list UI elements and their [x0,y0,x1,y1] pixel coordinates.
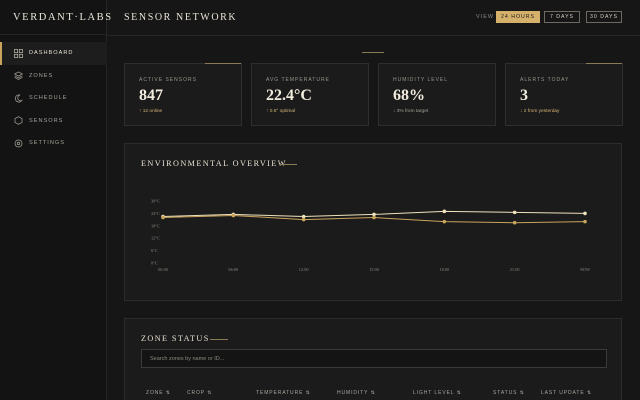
sidebar-item-label: SENSORS [29,117,64,124]
column-header-crop[interactable]: CROP ⇅ [187,390,213,396]
environment-line-chart: 30°C 24°C 18°C 12°C 6°C 0°C00:00 06:00 12:00 15:… [151,199,591,273]
environmental-overview-panel: ENVIRONMENTAL OVERVIEW 30°C 24°C 18°C 12°C 6… [124,143,622,301]
x-tick-label: 00:00 [158,267,168,272]
x-tick-label: 12:00 [299,267,309,272]
y-tick-label: 6°C [151,248,158,253]
stat-card-alerts-today: ALERTS TODAY 3 ↓ 2 from yesterday [505,63,623,126]
gear-icon [14,139,23,148]
stat-value: 22.4°C [266,87,312,104]
data-point [301,214,306,219]
stat-label: HUMIDITY LEVEL [393,77,449,83]
sidebar-item-sensors[interactable]: SENSORS [0,110,107,133]
data-point [301,217,306,222]
stat-label: ACTIVE SENSORS [139,77,197,83]
x-tick-label: 18:00 [439,267,449,272]
layers-icon [14,71,23,81]
sidebar-item-label: SETTINGS [29,140,65,147]
data-point [512,210,517,215]
column-header-humidity[interactable]: HUMIDITY ⇅ [337,390,376,396]
stat-trend: ↓ 3% from target [393,109,429,114]
x-tick-label: 15:00 [369,267,379,272]
zone-status-panel: ZONE STATUS ZONE ⇅ CROP ⇅ TEMPERATURE ⇅ … [124,318,622,400]
top-header: SENSOR NETWORK VIEW 24 HOURS 7 DAYS 30 D… [107,0,640,36]
y-tick-label: 12°C [151,236,160,241]
zone-search-input[interactable] [141,349,607,368]
x-tick-label: 06:00 [228,267,238,272]
column-header-light-level[interactable]: LIGHT LEVEL ⇅ [413,390,462,396]
stat-card-active-sensors: ACTIVE SENSORS 847 ↑ 12 online [124,63,242,126]
data-point [231,213,236,218]
stat-value: 68% [393,87,425,104]
y-tick-label: 0°C [151,261,158,266]
sidebar-item-label: ZONES [29,72,54,79]
data-point [583,211,587,216]
column-header-status[interactable]: STATUS ⇅ [493,390,525,396]
sidebar-item-zones[interactable]: ZONES [0,65,107,88]
data-point [372,215,376,220]
column-header-temperature[interactable]: TEMPERATURE ⇅ [256,390,311,396]
zone-table-header: ZONE ⇅ CROP ⇅ TEMPERATURE ⇅ HUMIDITY ⇅ L… [125,390,623,400]
range-30-days-button[interactable]: 30 DAYS [586,11,622,23]
stat-trend: ↑ 12 online [139,109,163,114]
moon-icon [14,94,23,103]
card-accent-line [205,63,241,64]
data-point [512,220,517,225]
stat-label: ALERTS TODAY [520,77,570,83]
sidebar-item-label: SCHEDULE [29,95,68,102]
stat-value: 3 [520,87,528,104]
view-label: VIEW [476,14,495,20]
sidebar-nav: DASHBOARD ZONES SCHEDULE SENSORS SETTING… [0,42,107,155]
section-divider [362,52,384,53]
stat-card-humidity-level: HUMIDITY LEVEL 68% ↓ 3% from target [378,63,496,126]
sidebar-item-schedule[interactable]: SCHEDULE [0,87,107,110]
x-tick-label: 21:00 [510,267,520,272]
panel-title: ZONE STATUS [141,334,210,343]
data-point [442,209,447,214]
brand-logo: VERDANT·LABS [13,12,113,23]
y-tick-label: 30°C [151,199,160,204]
range-7-days-button[interactable]: 7 DAYS [544,11,580,23]
data-point [442,219,447,224]
sidebar-item-settings[interactable]: SETTINGS [0,132,107,155]
page-title: SENSOR NETWORK [124,12,238,23]
hexagon-icon [14,116,23,126]
y-tick-label: 18°C [151,223,160,228]
sidebar: VERDANT·LABS DASHBOARD ZONES SCHEDULE SE… [0,0,111,400]
stat-label: AVG TEMPERATURE [266,77,330,83]
card-accent-line [586,63,622,64]
sidebar-divider [0,34,107,35]
stat-trend: ↓ 2 from yesterday [520,109,560,114]
y-tick-label: 24°C [151,211,160,216]
stat-trend: ↑ 0.8° optimal [266,109,296,114]
grid-icon [14,48,23,58]
data-point [161,215,165,220]
stat-card-avg-temperature: AVG TEMPERATURE 22.4°C ↑ 0.8° optimal [251,63,369,126]
data-point [583,219,587,224]
column-header-last-update[interactable]: LAST UPDATE ⇅ [541,390,592,396]
sidebar-item-label: DASHBOARD [29,50,74,57]
data-point [372,212,376,217]
panel-title: ENVIRONMENTAL OVERVIEW [141,159,287,168]
range-24-hours-button[interactable]: 24 HOURS [496,11,540,23]
x-tick-label: NOW [580,267,591,272]
column-header-zone[interactable]: ZONE ⇅ [146,390,171,396]
title-rule [279,164,297,165]
title-rule [210,339,228,340]
sidebar-item-dashboard[interactable]: DASHBOARD [0,42,107,65]
stat-value: 847 [139,87,163,104]
